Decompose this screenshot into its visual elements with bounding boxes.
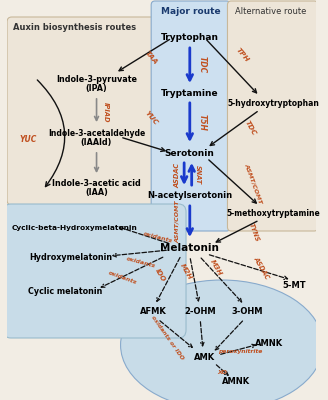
Text: IDO: IDO [154, 267, 167, 283]
Text: 2-OHM: 2-OHM [184, 308, 216, 316]
Text: IPIAD: IPIAD [103, 102, 109, 122]
Text: Indole-3-acetaldehyde: Indole-3-acetaldehyde [48, 128, 145, 138]
Text: Melatonin: Melatonin [160, 243, 219, 253]
Text: Tryptophan: Tryptophan [161, 34, 219, 42]
Ellipse shape [121, 280, 323, 400]
Text: SNAT: SNAT [195, 165, 201, 185]
Text: TAA: TAA [144, 50, 158, 66]
Text: peroxynitrite: peroxynitrite [218, 350, 263, 354]
Text: oxidants: oxidants [142, 231, 173, 243]
Text: TPH: TPH [235, 47, 250, 63]
Text: Tryptamine: Tryptamine [161, 88, 218, 98]
Text: AMNK: AMNK [255, 340, 283, 348]
Text: TDC: TDC [197, 56, 207, 74]
Text: AMNK: AMNK [222, 378, 250, 386]
Text: 5-hydroxytryptophan: 5-hydroxytryptophan [228, 98, 319, 108]
Text: Auxin biosynthesis routes: Auxin biosynthesis routes [13, 24, 136, 32]
Text: 5-MT: 5-MT [282, 280, 306, 290]
Text: oxidants: oxidants [108, 270, 138, 286]
Text: ASDAC: ASDAC [253, 256, 270, 280]
Text: M3H: M3H [209, 259, 223, 277]
Text: T5H: T5H [197, 114, 207, 130]
Text: Indole-3-acetic acid: Indole-3-acetic acid [52, 180, 141, 188]
Text: (IAA): (IAA) [85, 188, 108, 198]
Text: ASMT/COMT: ASMT/COMT [175, 201, 180, 243]
Text: Major route: Major route [161, 8, 220, 16]
Text: YUC: YUC [19, 136, 36, 144]
Text: Cyclic melatonin: Cyclic melatonin [28, 288, 103, 296]
Text: ASMT/COMT: ASMT/COMT [244, 162, 263, 204]
Text: TDC: TDC [243, 120, 257, 136]
Text: XO: XO [217, 370, 227, 374]
Text: Cyclic-beta-Hydroxymelatonin: Cyclic-beta-Hydroxymelatonin [12, 225, 138, 231]
Text: Serotonin: Serotonin [165, 148, 215, 158]
Text: YUC: YUC [144, 110, 159, 126]
FancyBboxPatch shape [7, 17, 156, 205]
Text: (IAAld): (IAAld) [81, 138, 112, 146]
Text: oxidants or IDO: oxidants or IDO [150, 315, 184, 361]
Text: 3-OHM: 3-OHM [232, 308, 263, 316]
Text: Hydroxymelatonin: Hydroxymelatonin [30, 254, 113, 262]
Text: M2H: M2H [179, 263, 193, 281]
Text: Indole-3-pyruvate: Indole-3-pyruvate [56, 76, 137, 84]
Text: AMK: AMK [194, 352, 215, 362]
FancyBboxPatch shape [3, 204, 186, 338]
FancyBboxPatch shape [151, 1, 230, 231]
FancyBboxPatch shape [227, 1, 318, 231]
Text: (IPA): (IPA) [86, 84, 108, 94]
Text: TYNS: TYNS [248, 222, 260, 242]
Text: Alternative route: Alternative route [235, 8, 306, 16]
Text: AFMK: AFMK [140, 308, 166, 316]
Text: N-acetylserotonin: N-acetylserotonin [147, 192, 232, 200]
Text: ASDAC: ASDAC [174, 162, 180, 188]
Text: oxidants: oxidants [126, 256, 156, 268]
Text: 5-methoxytryptamine: 5-methoxytryptamine [227, 208, 320, 218]
